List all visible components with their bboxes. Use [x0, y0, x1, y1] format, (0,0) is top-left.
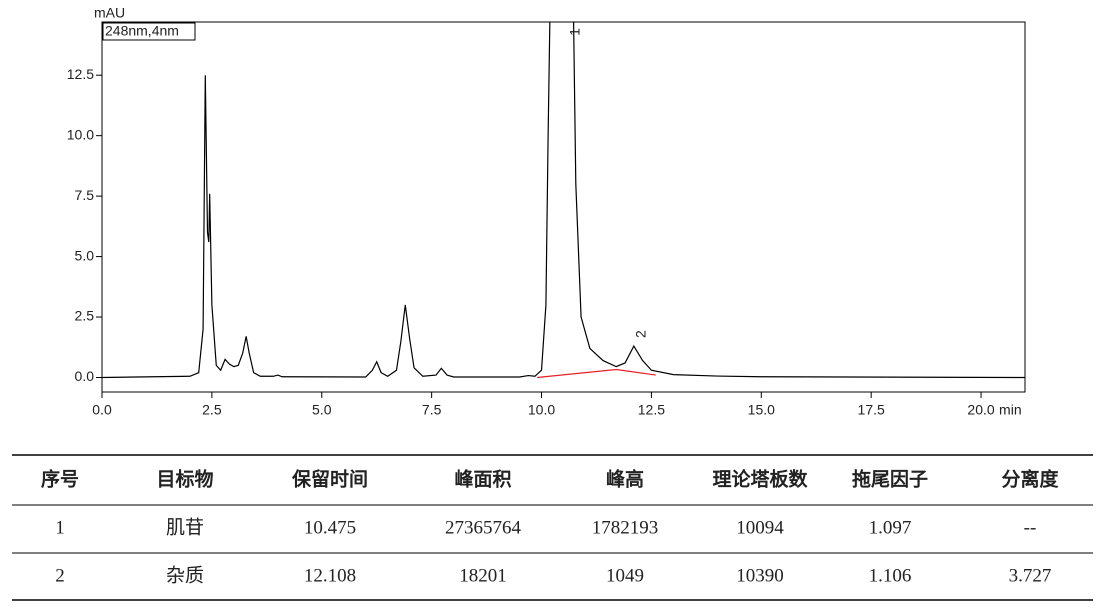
- y-tick-label: 2.5: [75, 308, 95, 324]
- table-cell: 1782193: [592, 517, 659, 538]
- table-cell: 10.475: [304, 517, 356, 538]
- trace: [102, 22, 1025, 379]
- table-cell: 10094: [736, 517, 784, 538]
- table-cell: 27365764: [445, 517, 522, 538]
- plot-frame: [101, 21, 1026, 393]
- x-tick-label: 2.5: [202, 402, 222, 418]
- table-cell: 18201: [459, 565, 507, 586]
- table-header: 目标物: [156, 468, 213, 491]
- table-cell: 3.727: [1009, 565, 1052, 586]
- table-cell: 1049: [606, 565, 644, 586]
- x-tick-label: 10.0: [528, 402, 555, 418]
- table-header: 峰高: [606, 468, 644, 491]
- table-header: 序号: [41, 468, 79, 491]
- peak-label: 2: [633, 330, 649, 338]
- y-tick-label: 5.0: [75, 247, 95, 263]
- table-header: 分离度: [1001, 468, 1059, 491]
- table-cell: --: [1024, 517, 1037, 538]
- x-tick-label: 0.0: [92, 402, 112, 418]
- trace: [537, 368, 656, 379]
- y-tick-label: 12.5: [67, 66, 94, 82]
- table-header: 拖尾因子: [852, 468, 928, 491]
- peak-label: 1: [567, 28, 583, 36]
- x-tick-label: 12.5: [638, 402, 665, 418]
- table-header: 理论塔板数: [712, 468, 808, 491]
- annotation-box: [102, 22, 196, 41]
- table-cell: 10390: [736, 565, 784, 586]
- x-axis-label: min: [999, 402, 1022, 418]
- table-cell: 1: [55, 517, 65, 538]
- table-cell: 2: [55, 565, 65, 586]
- y-tick-label: 7.5: [75, 187, 95, 203]
- table-header: 峰面积: [454, 468, 511, 491]
- y-tick-label: 10.0: [67, 126, 94, 142]
- x-tick-label: 15.0: [748, 402, 775, 418]
- annotation: 248nm,4nm: [105, 23, 179, 39]
- x-tick-label: 7.5: [422, 402, 442, 418]
- table-cell: 12.108: [304, 565, 356, 586]
- table-cell: 1.097: [869, 517, 912, 538]
- x-tick-label: 17.5: [858, 402, 885, 418]
- table-cell: 1.106: [869, 565, 912, 586]
- table-cell: 肌苷: [166, 516, 204, 538]
- y-tick-label: 0.0: [75, 368, 95, 384]
- y-axis-label: mAU: [94, 5, 125, 21]
- table-header: 保留时间: [291, 468, 368, 491]
- x-tick-label: 5.0: [312, 402, 332, 418]
- table: 序号 目标物 保留时间 峰面积 峰高 理论塔板数 拖尾因子 分离度 1 肌苷 10.475 27365…: [12, 454, 1093, 601]
- x-tick-label: 20.0: [967, 402, 994, 418]
- table-cell: 杂质: [166, 564, 204, 586]
